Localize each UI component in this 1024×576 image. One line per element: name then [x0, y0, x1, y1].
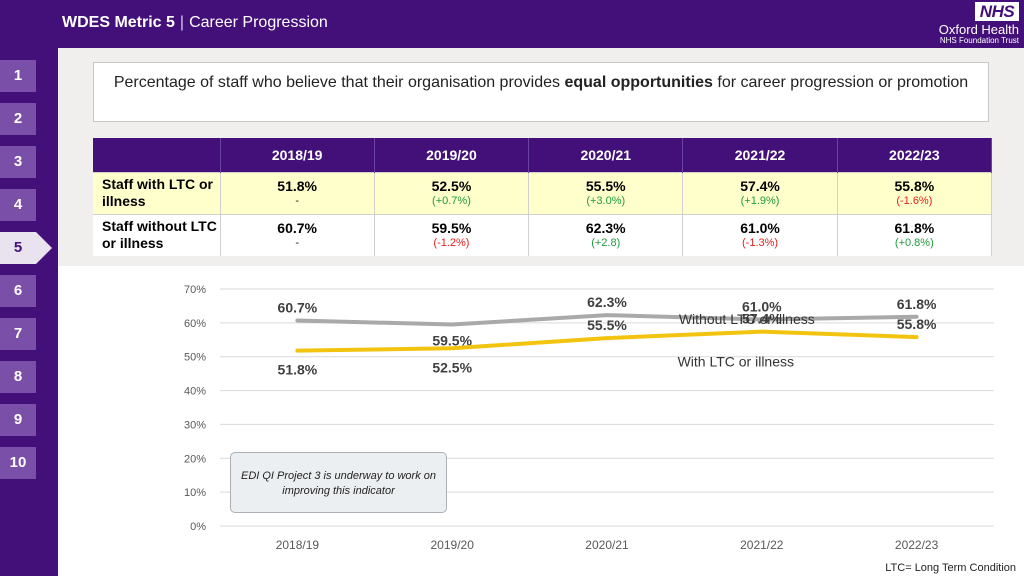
- data-label: 57.4%: [742, 311, 782, 327]
- question-text-start: Percentage of staff who believe that the…: [113, 74, 565, 91]
- page-title: WDES Metric 5 | Career Progression: [62, 14, 328, 32]
- cell-change: (+3.0%): [586, 195, 626, 207]
- data-label: 62.3%: [587, 294, 627, 310]
- nhs-logo: NHS: [975, 2, 1019, 21]
- cell-value: 55.5%: [585, 178, 626, 194]
- x-tick-label: 2020/21: [585, 538, 629, 552]
- row-label: Staff with LTC or illness: [93, 171, 221, 214]
- cell-value: 59.5%: [431, 220, 472, 237]
- data-label: 61.0%: [742, 298, 782, 314]
- nav-item-6[interactable]: 6: [0, 275, 36, 307]
- table-cell: 52.5% (+0.7%): [374, 171, 530, 214]
- sidebar: 1 2 3 4 5 6 7 8 9 10: [0, 48, 58, 576]
- page-title-main: WDES Metric 5: [62, 14, 175, 31]
- cell-change: -: [295, 195, 299, 207]
- nav-item-7[interactable]: 7: [0, 318, 36, 350]
- cell-value: 62.3%: [585, 220, 626, 237]
- nav-item-3[interactable]: 3: [0, 146, 36, 178]
- y-tick-label: 40%: [184, 386, 206, 398]
- cell-value: 61.8%: [894, 220, 935, 237]
- y-tick-label: 30%: [184, 419, 206, 431]
- table-cell: 55.8% (-1.6%): [837, 171, 993, 214]
- table-cell: 61.8% (+0.8%): [837, 213, 993, 256]
- cell-value: 57.4%: [740, 178, 780, 194]
- cell-value: 60.7%: [277, 220, 317, 237]
- series-name-label: With LTC or illness: [678, 354, 794, 370]
- table-header-year: 2020/21: [528, 138, 684, 172]
- table-cell: 59.5% (-1.2%): [374, 213, 530, 256]
- data-label: 51.8%: [278, 362, 318, 378]
- nav-item-4[interactable]: 4: [0, 189, 36, 221]
- cell-change: (+0.8%): [894, 237, 934, 250]
- series-line: [295, 313, 919, 327]
- active-nav-arrow-icon: [36, 232, 52, 264]
- nav-item-5[interactable]: 5: [0, 232, 36, 264]
- series-line: [295, 329, 919, 353]
- cell-value: 51.8%: [277, 178, 317, 194]
- data-label: 60.7%: [278, 299, 318, 315]
- table-header-year: 2021/22: [682, 138, 838, 172]
- table-cell: 62.3% (+2.8): [528, 213, 684, 256]
- x-tick-label: 2021/22: [740, 538, 784, 552]
- cell-change: (-1.2%): [433, 237, 470, 250]
- cell-change: (-1.6%): [896, 195, 933, 207]
- table-header-row: 2018/19 2019/20 2020/21 2021/22 2022/23: [93, 138, 993, 172]
- question-emphasis: equal opportunities: [564, 74, 713, 91]
- table-row-with-ltc: Staff with LTC or illness 51.8% - 52.5% (+…: [93, 171, 993, 214]
- data-label: 55.8%: [897, 316, 937, 332]
- table-cell: 57.4% (+1.9%): [682, 171, 838, 214]
- y-tick-label: 20%: [184, 453, 206, 465]
- x-tick-label: 2019/20: [431, 538, 475, 552]
- table-header-year: 2022/23: [837, 138, 993, 172]
- series-name-label: Without LTC or illness: [679, 311, 815, 327]
- cell-value: 55.8%: [894, 178, 935, 194]
- table-header-year: 2018/19: [220, 138, 375, 172]
- cell-value: 52.5%: [431, 178, 472, 194]
- table-row-without-ltc: Staff without LTC or illness 60.7% - 59.5…: [93, 213, 993, 256]
- title-separator: |: [179, 14, 185, 31]
- data-label: 61.8%: [897, 296, 937, 312]
- org-name: Oxford Health: [938, 22, 1019, 37]
- data-label: 59.5%: [432, 333, 472, 349]
- row-label: Staff without LTC or illness: [93, 213, 221, 256]
- question-text-end: for career progression or promotion: [712, 74, 969, 91]
- metric-table: 2018/19 2019/20 2020/21 2021/22 2022/23 …: [93, 138, 993, 256]
- org-subtitle: NHS Foundation Trust: [939, 36, 1019, 45]
- page-title-sub: Career Progression: [189, 14, 328, 31]
- table-header-blank: [93, 138, 221, 172]
- nav-item-1[interactable]: 1: [0, 60, 36, 92]
- table-cell: 51.8% -: [220, 171, 375, 214]
- y-tick-label: 10%: [184, 487, 206, 499]
- top-bar: WDES Metric 5 | Career Progression NHS Oxf…: [0, 0, 1024, 48]
- table-cell: 55.5% (+3.0%): [528, 171, 684, 214]
- nav-item-8[interactable]: 8: [0, 361, 36, 393]
- nav-item-10[interactable]: 10: [0, 447, 36, 479]
- footnote: LTC= Long Term Condition: [885, 562, 1016, 574]
- cell-change: (+2.8): [591, 237, 621, 250]
- cell-change: (+0.7%): [432, 195, 471, 207]
- x-tick-label: 2018/19: [276, 538, 320, 552]
- nav-item-9[interactable]: 9: [0, 404, 36, 436]
- cell-value: 61.0%: [740, 220, 780, 237]
- cell-change: -: [295, 237, 299, 250]
- data-label: 55.5%: [587, 317, 627, 333]
- table-cell: 61.0% (-1.3%): [682, 213, 838, 256]
- cell-change: (-1.3%): [742, 237, 779, 250]
- y-tick-label: 0%: [190, 521, 206, 533]
- data-label: 52.5%: [432, 359, 472, 375]
- x-tick-label: 2022/23: [895, 538, 939, 552]
- cell-change: (+1.9%): [740, 195, 780, 207]
- table-cell: 60.7% -: [220, 213, 375, 256]
- nav-item-2[interactable]: 2: [0, 103, 36, 135]
- question-box: Percentage of staff who believe that the…: [93, 62, 989, 122]
- y-tick-label: 60%: [184, 318, 206, 330]
- table-header-year: 2019/20: [374, 138, 530, 172]
- line-chart: 0% 10% 20% 30% 40% 50% 60% 70% 2018/19 2019/20 202…: [184, 284, 994, 552]
- y-tick-label: 50%: [184, 352, 206, 364]
- y-tick-label: 70%: [184, 284, 206, 296]
- callout-box: EDI QI Project 3 is underway to work on …: [230, 452, 447, 513]
